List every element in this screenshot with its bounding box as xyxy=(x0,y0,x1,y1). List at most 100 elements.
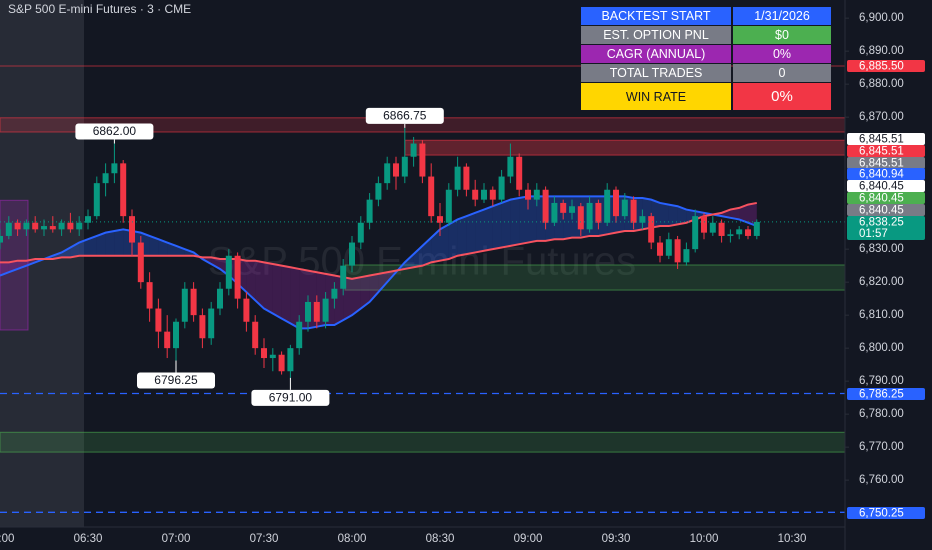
backtest-table: BACKTEST START 1/31/2026 EST. OPTION PNL $0… xyxy=(579,6,833,111)
y-tick-label: 6,900.00 xyxy=(859,12,904,24)
candle-body xyxy=(366,199,373,223)
x-tick-label: 06:00 xyxy=(0,533,14,545)
candle-body xyxy=(217,288,223,309)
callout-label: 6862.00 xyxy=(93,124,137,138)
candle-body xyxy=(595,202,602,223)
candle-body xyxy=(727,234,734,236)
candle-body xyxy=(155,308,162,332)
price-label: 6,840.45 xyxy=(859,193,904,205)
candle-body xyxy=(357,222,364,243)
candle-body xyxy=(621,199,628,217)
x-tick-label: 07:00 xyxy=(162,533,191,545)
price-label: 6,750.25 xyxy=(859,508,904,520)
ma-band xyxy=(510,197,520,246)
moving-average xyxy=(0,201,757,280)
countdown: 01:57 xyxy=(859,228,888,240)
ma-band xyxy=(739,204,748,223)
ma-band xyxy=(264,262,273,314)
table-cell: CAGR (ANNUAL) xyxy=(581,45,731,63)
candle-body xyxy=(49,226,56,230)
candle-body xyxy=(340,265,347,289)
y-tick-label: 6,770.00 xyxy=(859,441,904,453)
candle-body xyxy=(560,202,567,213)
candle-body xyxy=(410,143,417,157)
ma-band xyxy=(448,219,458,260)
candle-body xyxy=(41,226,47,230)
price-label-bg xyxy=(847,204,925,216)
candle-body xyxy=(437,216,443,223)
candle-body xyxy=(753,221,760,236)
price-label-bg xyxy=(847,388,925,400)
table-row: CAGR (ANNUAL) 0% xyxy=(581,45,831,63)
table-cell: 0% xyxy=(733,45,831,63)
ma-band xyxy=(378,272,388,293)
ma-band xyxy=(176,245,185,256)
ma-band xyxy=(660,202,669,227)
y-tick-label: 6,880.00 xyxy=(859,78,904,90)
ma-band xyxy=(528,196,537,243)
candle-body xyxy=(674,239,681,263)
candle-body xyxy=(384,163,391,184)
candle-body xyxy=(692,216,699,250)
price-label-bg xyxy=(847,180,925,192)
candle-body xyxy=(648,216,655,243)
ma-band xyxy=(404,254,414,269)
table-cell: 1/31/2026 xyxy=(733,7,831,25)
candle-body xyxy=(261,348,267,359)
candle-body xyxy=(683,249,690,263)
price-label: 6,845.51 xyxy=(859,158,904,170)
candle-body xyxy=(287,348,294,372)
candle-body xyxy=(639,216,646,223)
ma-band xyxy=(519,196,528,245)
candle-body xyxy=(489,189,496,200)
candle-body xyxy=(102,173,109,184)
x-tick-label: 09:00 xyxy=(514,533,543,545)
candle-body xyxy=(137,242,144,283)
candle-body xyxy=(525,189,531,200)
callout-label: 6791.00 xyxy=(269,391,313,405)
moving-average xyxy=(0,195,758,330)
ma-band xyxy=(369,273,379,302)
candle-body xyxy=(542,189,549,223)
ma-band xyxy=(105,230,115,256)
ma-band xyxy=(475,209,484,253)
candle-body xyxy=(313,301,320,322)
ma-band xyxy=(484,206,493,251)
candle-body xyxy=(472,189,479,200)
price-label: 6,838.25 xyxy=(859,217,904,229)
ma-band xyxy=(730,207,740,220)
candle-body xyxy=(129,216,135,243)
table-cell: TOTAL TRADES xyxy=(581,64,731,82)
ma-band xyxy=(281,265,291,324)
candle-body xyxy=(243,298,250,322)
ma-band xyxy=(457,216,467,256)
candle-body xyxy=(199,315,206,339)
price-label: 6,840.45 xyxy=(859,205,904,217)
candle-body xyxy=(516,156,523,190)
candle-body xyxy=(349,242,355,266)
candle-body xyxy=(331,288,338,299)
ma-band xyxy=(413,245,423,268)
candle-body xyxy=(111,163,118,174)
ma-band xyxy=(246,260,256,301)
ma-band xyxy=(61,247,71,258)
table-cell: 0 xyxy=(733,64,831,82)
candle-body xyxy=(393,163,399,177)
price-label-bg xyxy=(847,133,925,145)
x-tick-label: 08:30 xyxy=(426,533,455,545)
x-tick-label: 10:30 xyxy=(778,533,807,545)
table-row: EST. OPTION PNL $0 xyxy=(581,26,831,44)
candle-body xyxy=(481,189,487,200)
candle-body xyxy=(745,229,751,236)
callout-box xyxy=(137,372,215,389)
callout-box xyxy=(365,107,444,124)
candle-body xyxy=(14,222,21,230)
ma-band xyxy=(360,275,370,309)
y-tick-label: 6,820.00 xyxy=(859,276,904,288)
ma-band xyxy=(272,263,282,319)
y-tick-label: 6,810.00 xyxy=(859,309,904,321)
candle-body xyxy=(278,354,285,372)
candle-body xyxy=(23,222,30,230)
y-tick-label: 6,830.00 xyxy=(859,243,904,255)
